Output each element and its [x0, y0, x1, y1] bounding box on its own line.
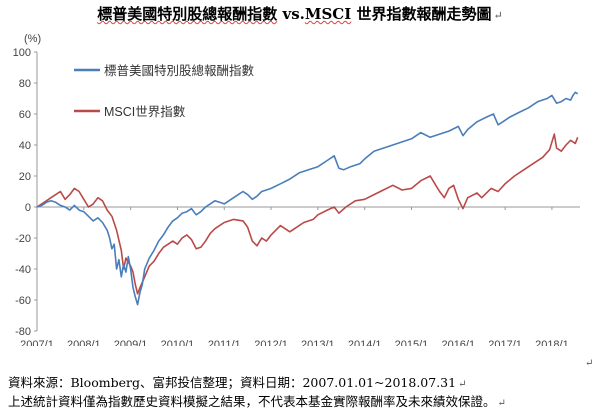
series-layer: [36, 91, 579, 306]
x-tick-label: 2007/1: [20, 339, 54, 346]
x-tick-label: 2014/1: [348, 339, 382, 346]
x-tick-label: 2016/1: [441, 339, 475, 346]
x-tick-label: 2011/1: [208, 339, 241, 346]
title-index-name: 標普美國特別股總報酬指數: [97, 5, 278, 23]
y-tick-label: 20: [19, 171, 31, 183]
y-axis: 100 80 60 40 20 0 -20 -40 -60 -80: [13, 47, 38, 338]
y-axis-label: (%): [24, 33, 41, 45]
x-tick-label: 2010/1: [161, 339, 195, 346]
paragraph-mark-icon: ↵: [497, 398, 506, 409]
x-tick-label: 2018/1: [535, 339, 569, 346]
y-tick-label: -80: [15, 326, 31, 338]
legend-label: 標普美國特別股總報酬指數: [104, 63, 255, 78]
y-tick-label: 0: [25, 202, 31, 214]
x-axis: 2007/1 2008/1 2009/1 2010/1 2011/1 2012/1 2013…: [20, 206, 580, 346]
y-tick-label: 80: [19, 78, 31, 90]
source-text: 資料來源：Bloomberg、富邦投信整理；資料日期：2007.01.01~20…: [8, 375, 457, 390]
disclaimer-note: 上述統計資料僅為指數歷史資料模擬之結果，不代表本基金實際報酬率及未來績效保證。 ↵: [8, 391, 506, 410]
disclaimer-text: 上述統計資料僅為指數歷史資料模擬之結果，不代表本基金實際報酬率及未來績效保證。: [8, 394, 496, 409]
series-line-msci-world: [36, 133, 579, 295]
paragraph-mark-icon: ↵: [493, 9, 503, 22]
title-vs: vs.: [277, 5, 305, 23]
legend-label: MSCI世界指數: [104, 104, 186, 119]
x-tick-label: 2013/1: [301, 339, 335, 346]
y-tick-label: 100: [13, 47, 31, 59]
x-tick-label: 2015/1: [395, 339, 429, 346]
legend: 標普美國特別股總報酬指數 MSCI世界指數: [74, 63, 255, 119]
y-tick-label: 60: [19, 109, 31, 121]
x-tick-label: 2008/1: [67, 339, 101, 346]
x-tick-label: 2012/1: [254, 339, 288, 346]
title-msci: MSCI: [304, 5, 352, 23]
title-rest: 世界指數報酬走勢圖: [351, 5, 492, 23]
line-chart: (%) 100 80 60 40 20 0 -20 -40 -60 -80 2007/1 2008/…: [13, 33, 580, 346]
y-tick-label: -20: [15, 233, 31, 245]
paragraph-mark-icon: ↵: [458, 379, 467, 390]
y-tick-label: 40: [19, 140, 31, 152]
chart-title: 標普美國特別股總報酬指數 vs.MSCI 世界指數報酬走勢圖 ↵: [0, 3, 600, 24]
x-tick-label: 2009/1: [114, 339, 148, 346]
y-tick-label: -40: [15, 264, 31, 276]
x-tick-label: 2017/1: [488, 339, 522, 346]
paragraph-mark-icon: ↵: [585, 358, 594, 369]
y-tick-label: -60: [15, 295, 31, 307]
source-note: 資料來源：Bloomberg、富邦投信整理；資料日期：2007.01.01~20…: [8, 372, 466, 391]
series-line-sp-preferred: [36, 91, 579, 306]
